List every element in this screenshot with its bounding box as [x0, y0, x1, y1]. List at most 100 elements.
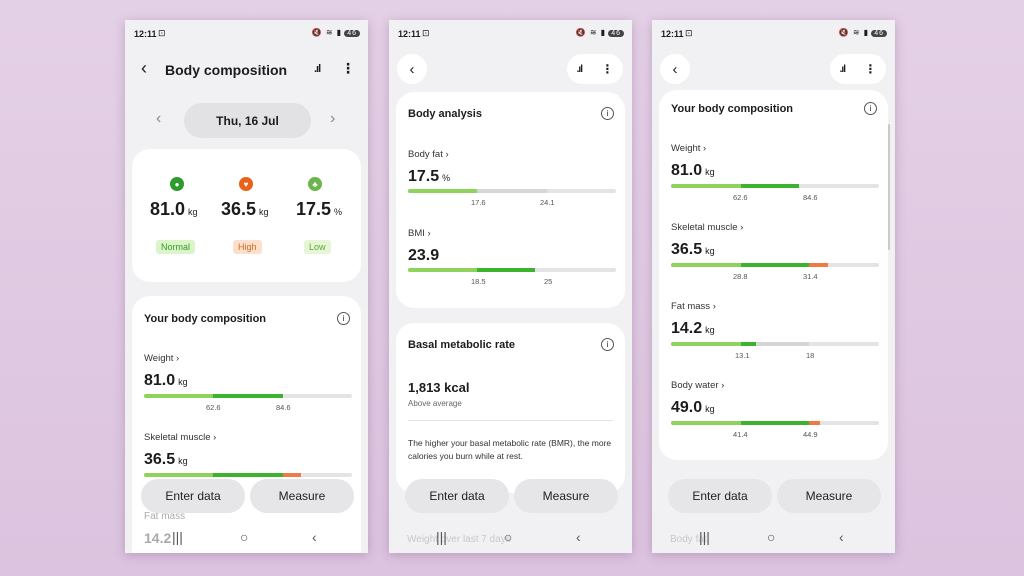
weight-tick-high: 84.6: [276, 403, 291, 412]
status-time: 12:11: [134, 29, 157, 39]
bmr-title: Basal metabolic rate: [408, 339, 515, 351]
nav-back-icon[interactable]: ‹: [576, 529, 581, 545]
section-title: Body analysis: [408, 108, 482, 120]
enter-data-button[interactable]: Enter data: [668, 479, 772, 513]
summary-card[interactable]: ● ♥ ♣ 81.0 kg 36.5 kg 17.5% Normal High Lo…: [132, 149, 361, 282]
body-water-tick-high: 44.9: [803, 430, 818, 439]
next-date-icon[interactable]: ›: [330, 110, 336, 127]
measure-button[interactable]: Measure: [777, 479, 881, 513]
bar-low-segment: [671, 184, 741, 188]
muscle-icon: ♥: [239, 177, 253, 191]
nav-back-icon[interactable]: ‹: [312, 529, 317, 545]
back-icon: ‹: [409, 60, 415, 78]
recent-apps-icon[interactable]: |||: [699, 529, 710, 545]
more-options-icon[interactable]: ⋮: [341, 60, 355, 76]
home-icon[interactable]: ○: [240, 529, 249, 545]
weight-label[interactable]: Weight ›: [144, 353, 180, 364]
bmr-description: The higher your basal metabolic rate (BM…: [408, 438, 612, 461]
skeletal-label[interactable]: Skeletal muscle ›: [671, 222, 744, 233]
chart-icon[interactable]: .ıl: [314, 63, 321, 75]
body-water-range-bar: [671, 421, 879, 425]
weight-tick-low: 62.6: [733, 193, 748, 202]
summary-fat-value: 17.5%: [296, 199, 343, 219]
skeletal-value: 36.5 kg: [144, 451, 188, 468]
weight-range-bar: [144, 394, 352, 398]
recent-apps-icon[interactable]: |||: [172, 529, 183, 545]
weight-value: 81.0 kg: [144, 372, 188, 389]
bar-low-segment: [408, 189, 477, 193]
weight-icon: ●: [170, 177, 184, 191]
date-label: Thu, 16 Jul: [216, 113, 279, 128]
status-badge-high: High: [233, 240, 262, 254]
bar-low-segment: [144, 473, 213, 477]
back-button[interactable]: ‹: [660, 54, 690, 84]
bmr-card: Basal metabolic rate i 1,813 kcal Above …: [396, 323, 625, 493]
battery-icon: 46: [871, 30, 887, 37]
scrollbar[interactable]: [888, 124, 890, 250]
date-selector[interactable]: Thu, 16 Jul: [184, 103, 311, 138]
skeletal-range-bar: [144, 473, 352, 477]
home-icon[interactable]: ○: [767, 529, 776, 545]
toolbar-actions: .ıl ⋮: [567, 54, 623, 84]
measure-button[interactable]: Measure: [514, 479, 618, 513]
nav-back-icon[interactable]: ‹: [839, 529, 844, 545]
body-water-label[interactable]: Body water ›: [671, 380, 725, 391]
chart-icon[interactable]: .ıl: [839, 63, 846, 75]
body-water-value: 49.0 kg: [671, 399, 715, 416]
body-fat-tick-low: 17.6: [471, 198, 486, 207]
skeletal-tick-high: 31.4: [803, 272, 818, 281]
fat-mass-tick-low: 13.1: [735, 351, 750, 360]
bmi-tick-low: 18.5: [471, 277, 486, 286]
weight-value: 81.0 kg: [671, 162, 715, 179]
fat-mass-label[interactable]: Fat mass ›: [671, 301, 716, 312]
bar-low-segment: [144, 394, 213, 398]
skeletal-range-bar: [671, 263, 879, 267]
bar-normal-segment: [477, 268, 535, 272]
chart-icon[interactable]: .ıl: [576, 63, 583, 75]
composition-card: Your body composition i Weight › 81.0 kg …: [659, 90, 890, 460]
divider: [408, 420, 613, 421]
bar-range-segment: [756, 342, 809, 346]
composition-card: Your body composition i Weight › 81.0 kg …: [132, 296, 361, 553]
info-icon[interactable]: i: [337, 312, 350, 325]
weight-tick-low: 62.6: [206, 403, 221, 412]
bar-low-segment: [671, 421, 741, 425]
section-title: Your body composition: [144, 313, 267, 325]
fat-mass-value: 14.2 kg: [671, 320, 715, 337]
enter-data-button[interactable]: Enter data: [141, 479, 245, 513]
enter-data-button[interactable]: Enter data: [405, 479, 509, 513]
phone-screen-overview: 12:11 ⊡ 🔇 ≋ ▮ 46 ‹ Body composition .ıl ⋮…: [125, 20, 368, 553]
bmi-tick-high: 25: [544, 277, 553, 286]
status-time: 12:11: [661, 29, 684, 39]
screen-record-icon: ⊡: [685, 28, 693, 38]
bar-normal-segment: [213, 473, 283, 477]
info-icon[interactable]: i: [601, 107, 614, 120]
info-icon[interactable]: i: [601, 338, 614, 351]
status-icons: 🔇 ≋ ▮ 46: [312, 28, 360, 37]
skeletal-label[interactable]: Skeletal muscle ›: [144, 432, 217, 443]
body-fat-range-bar: [408, 189, 616, 193]
bmi-label[interactable]: BMI ›: [408, 228, 431, 239]
info-icon[interactable]: i: [864, 102, 877, 115]
back-icon[interactable]: ‹: [141, 58, 147, 78]
bar-high-segment: [809, 421, 820, 425]
more-options-icon[interactable]: ⋮: [601, 62, 614, 76]
skeletal-tick-low: 28.8: [733, 272, 748, 281]
battery-icon: 46: [608, 30, 624, 37]
screen-record-icon: ⊡: [158, 28, 166, 38]
body-fat-label[interactable]: Body fat ›: [408, 149, 449, 160]
skeletal-value: 36.5 kg: [671, 241, 715, 258]
weight-label[interactable]: Weight ›: [671, 143, 707, 154]
bmi-value: 23.9: [408, 247, 440, 264]
home-icon[interactable]: ○: [504, 529, 513, 545]
previous-date-icon[interactable]: ‹: [156, 110, 162, 127]
more-options-icon[interactable]: ⋮: [864, 62, 877, 76]
measure-button[interactable]: Measure: [250, 479, 354, 513]
fat-mass-peek-value: 14.2: [144, 530, 172, 546]
bar-normal-segment: [741, 342, 756, 346]
recent-apps-icon[interactable]: |||: [436, 529, 447, 545]
back-button[interactable]: ‹: [397, 54, 427, 84]
bar-high-segment: [809, 263, 828, 267]
back-icon: ‹: [672, 60, 678, 78]
bar-low-segment: [671, 342, 741, 346]
